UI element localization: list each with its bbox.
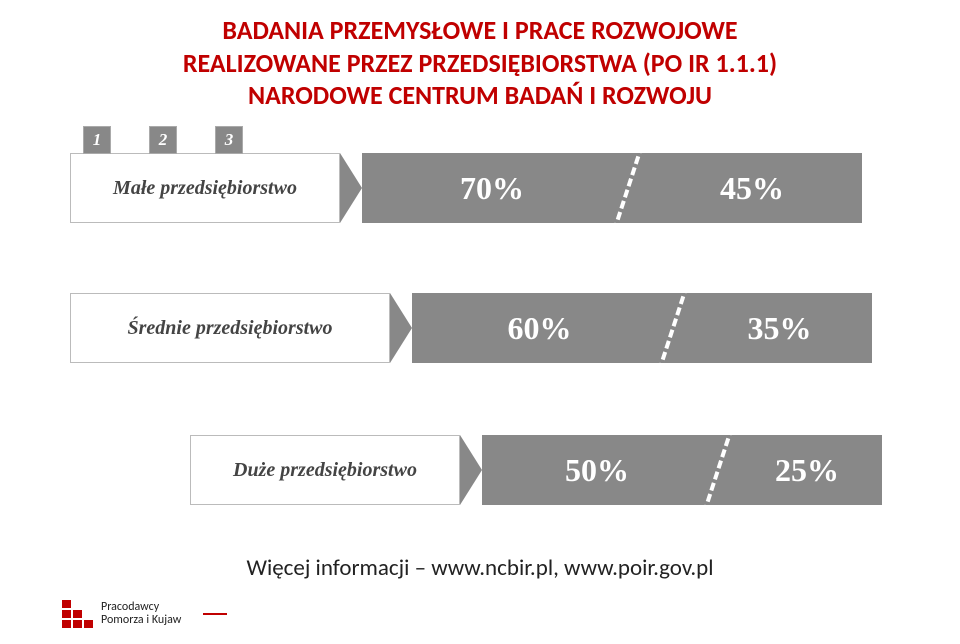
logo-icon bbox=[62, 600, 93, 628]
logo-rule bbox=[203, 613, 227, 615]
logo-text: Pracodawcy Pomorza i Kujaw bbox=[101, 601, 181, 627]
bar-large: 50% 25% bbox=[482, 435, 882, 505]
row-small: 1 2 3 Małe przedsiębiorstwo bbox=[70, 153, 362, 223]
divider-large bbox=[700, 435, 732, 505]
seg-large-2: 25% bbox=[732, 435, 882, 505]
title-line-2: REALIZOWANE PRZEZ PRZEDSIĘBIORSTWA (PO I… bbox=[0, 47, 960, 80]
tab-2: 2 bbox=[149, 126, 177, 154]
arrow-icon bbox=[340, 153, 362, 223]
row-medium: Średnie przedsiębiorstwo bbox=[70, 293, 412, 363]
title-line-1: BADANIA PRZEMYSŁOWE I PRACE ROZWOJOWE bbox=[0, 14, 960, 47]
seg-small-2: 45% bbox=[642, 153, 862, 223]
label-large: Duże przedsiębiorstwo bbox=[190, 435, 460, 505]
org-logo: Pracodawcy Pomorza i Kujaw bbox=[62, 600, 227, 628]
funding-infographic: 1 2 3 Małe przedsiębiorstwo 70% 45% Śred… bbox=[70, 125, 890, 545]
title-line-3: NARODOWE CENTRUM BADAŃ I ROZWOJU bbox=[0, 79, 960, 112]
bar-medium: 60% 35% bbox=[412, 293, 872, 363]
seg-medium-1: 60% bbox=[412, 293, 667, 363]
divider-small bbox=[610, 153, 642, 223]
row-large: Duże przedsiębiorstwo bbox=[190, 435, 482, 505]
seg-small-1: 70% bbox=[362, 153, 622, 223]
more-info-links: www.ncbir.pl, www.poir.gov.pl bbox=[431, 554, 713, 582]
arrow-icon bbox=[390, 293, 412, 363]
label-medium-text: Średnie przedsiębiorstwo bbox=[127, 317, 332, 340]
divider-medium bbox=[655, 293, 687, 363]
label-large-text: Duże przedsiębiorstwo bbox=[233, 459, 417, 482]
tab-1: 1 bbox=[83, 126, 111, 154]
seg-large-1: 50% bbox=[482, 435, 712, 505]
seg-medium-2: 35% bbox=[687, 293, 872, 363]
tab-3: 3 bbox=[215, 126, 243, 154]
label-medium: Średnie przedsiębiorstwo bbox=[70, 293, 390, 363]
label-small-text: Małe przedsiębiorstwo bbox=[113, 177, 297, 200]
page-title: BADANIA PRZEMYSŁOWE I PRACE ROZWOJOWE RE… bbox=[0, 14, 960, 112]
arrow-icon bbox=[460, 435, 482, 505]
label-small: 1 2 3 Małe przedsiębiorstwo bbox=[70, 153, 340, 223]
more-info-prefix: Więcej informacji – bbox=[247, 554, 432, 582]
more-info: Więcej informacji – www.ncbir.pl, www.po… bbox=[0, 554, 960, 582]
bar-small: 70% 45% bbox=[362, 153, 862, 223]
logo-text-l2: Pomorza i Kujaw bbox=[101, 614, 181, 627]
